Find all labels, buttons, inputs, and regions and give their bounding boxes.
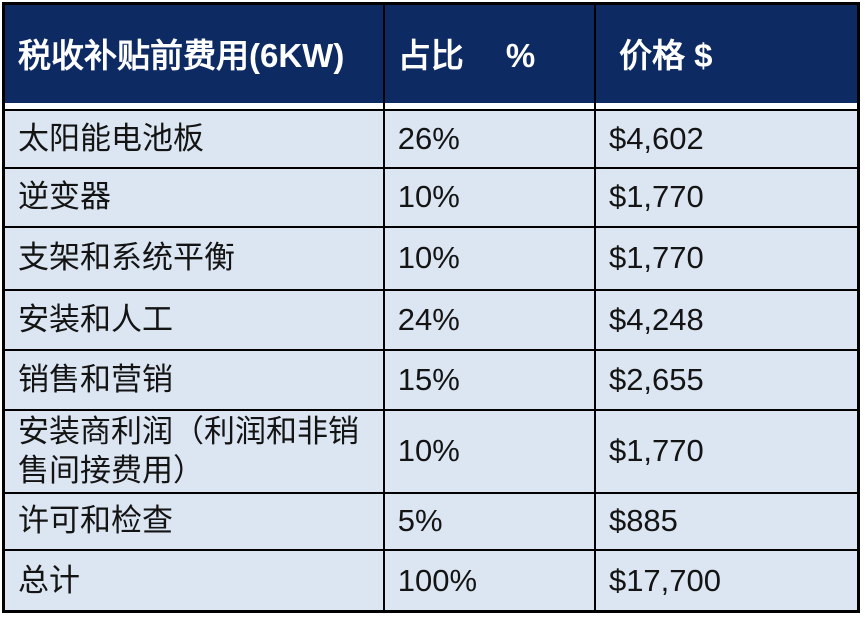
- percent-cell: 24%: [382, 288, 596, 351]
- price-cell: $4,602: [593, 108, 860, 169]
- item-cell: 销售和营销: [2, 348, 385, 411]
- item-cell: 安装和人工: [2, 288, 385, 351]
- item-cell: 太阳能电池板: [2, 108, 385, 169]
- price-cell: $2,655: [593, 348, 860, 411]
- table-row: 安装和人工 24% $4,248: [2, 288, 860, 351]
- price-cell: $1,770: [593, 408, 860, 494]
- item-cell: 总计: [2, 548, 385, 613]
- header-row: 税收补贴前费用(6KW) 占比 % 价格 $: [2, 2, 860, 111]
- item-cell: 许可和检查: [2, 491, 385, 551]
- percent-cell: 10%: [382, 225, 596, 291]
- price-cell: $17,700: [593, 548, 860, 613]
- item-cell: 安装商利润（利润和非销售间接费用）: [2, 408, 385, 494]
- table-row: 安装商利润（利润和非销售间接费用） 10% $1,770: [2, 408, 860, 494]
- price-cell: $885: [593, 491, 860, 551]
- table-row: 许可和检查 5% $885: [2, 491, 860, 551]
- price-cell: $1,770: [593, 166, 860, 228]
- table-row total-row: 总计 100% $17,700: [2, 548, 860, 613]
- header-cell-percent: 占比 %: [382, 2, 596, 111]
- percent-cell: 10%: [382, 166, 596, 228]
- item-cell: 支架和系统平衡: [2, 225, 385, 291]
- header-cell-item: 税收补贴前费用(6KW): [2, 2, 385, 111]
- table-row: 太阳能电池板 26% $4,602: [2, 108, 860, 169]
- percent-cell: 15%: [382, 348, 596, 411]
- item-cell: 逆变器: [2, 166, 385, 228]
- header-cell-price: 价格 $: [593, 2, 860, 111]
- table-row: 逆变器 10% $1,770: [2, 166, 860, 228]
- table-row: 销售和营销 15% $2,655: [2, 348, 860, 411]
- percent-cell: 26%: [382, 108, 596, 169]
- table-row: 支架和系统平衡 10% $1,770: [2, 225, 860, 291]
- price-cell: $1,770: [593, 225, 860, 291]
- percent-cell: 5%: [382, 491, 596, 551]
- price-cell: $4,248: [593, 288, 860, 351]
- percent-cell: 10%: [382, 408, 596, 494]
- cost-breakdown-table: 税收补贴前费用(6KW) 占比 % 价格 $ 太阳能电池板 26% $4,602…: [2, 2, 860, 613]
- percent-cell: 100%: [382, 548, 596, 613]
